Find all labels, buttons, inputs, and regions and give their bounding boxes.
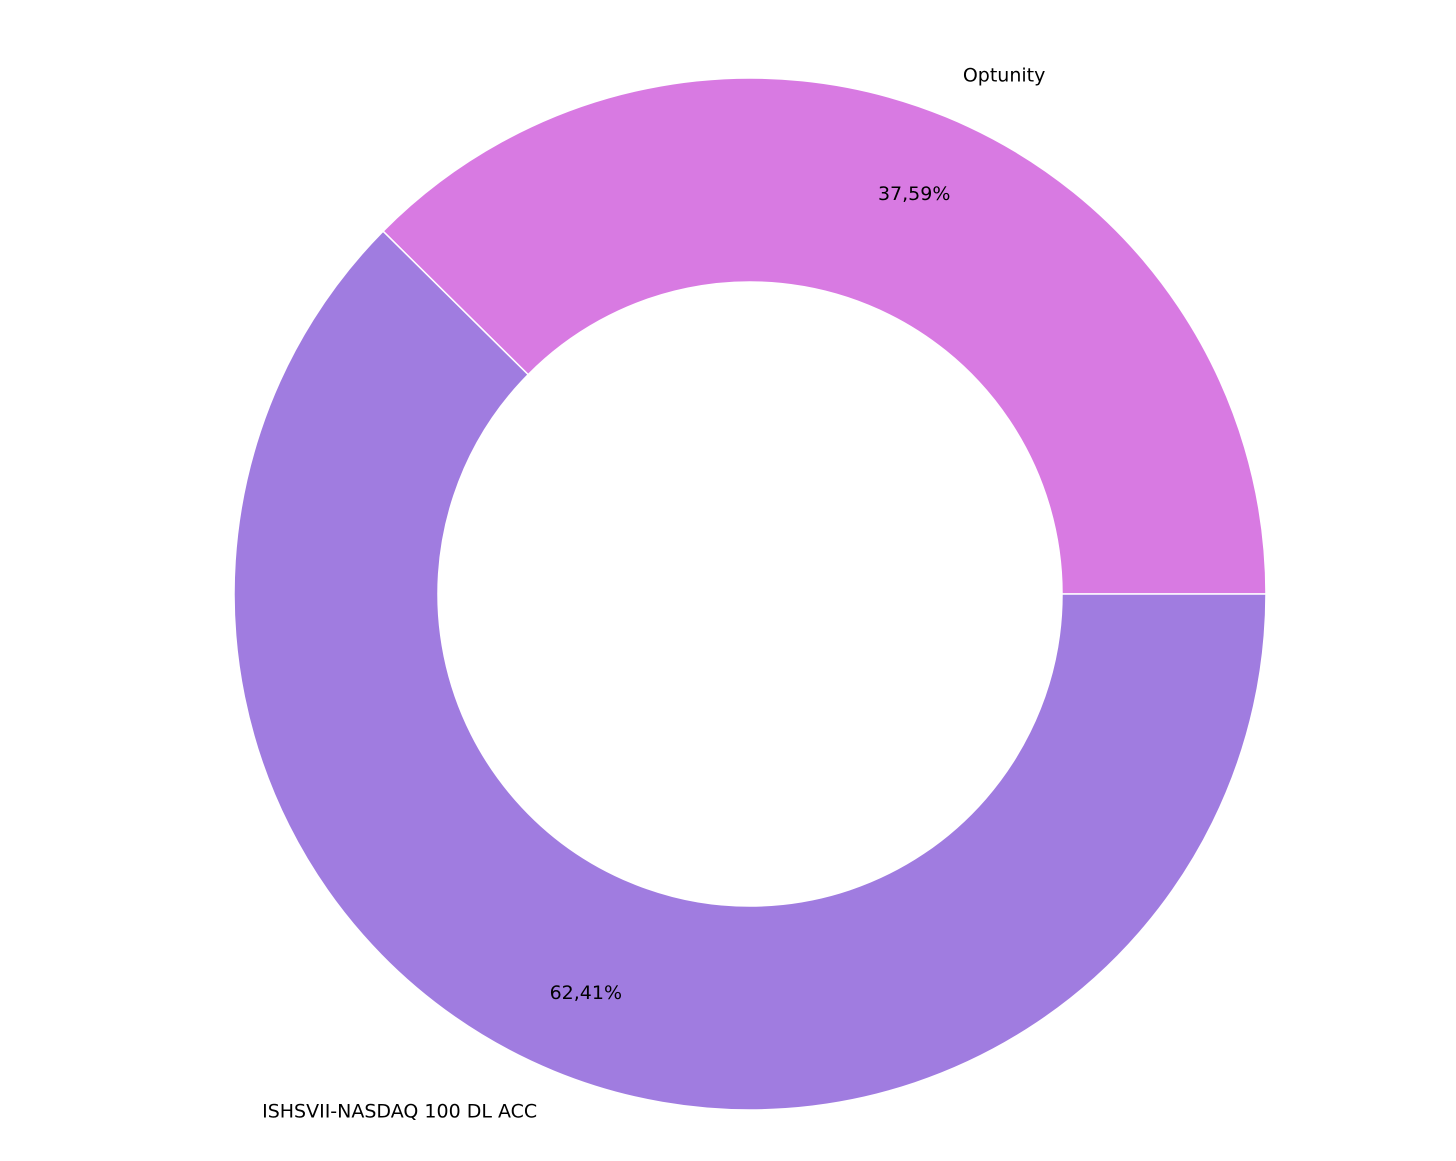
slice [382,77,1267,595]
value-label: 37,59% [878,183,950,205]
category-label: Optunity [963,65,1046,87]
slice [233,230,1267,1111]
category-label: ISHSVII-NASDAQ 100 DL ACC [262,1100,537,1122]
value-label: 62,41% [550,982,622,1004]
